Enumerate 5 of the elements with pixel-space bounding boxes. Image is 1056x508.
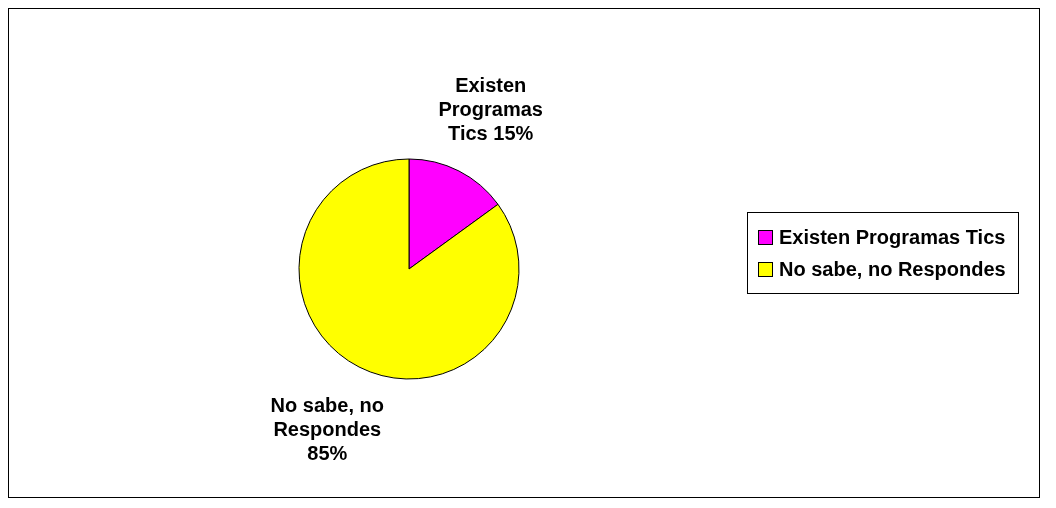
data-label: No sabe, no Respondes 85% (270, 394, 384, 465)
legend-label: Existen Programas Tics (779, 225, 1006, 250)
pie-slice (298, 158, 520, 380)
data-label: Existen Programas Tics 15% (438, 73, 543, 144)
legend-label: No sabe, no Respondes (779, 257, 1006, 282)
